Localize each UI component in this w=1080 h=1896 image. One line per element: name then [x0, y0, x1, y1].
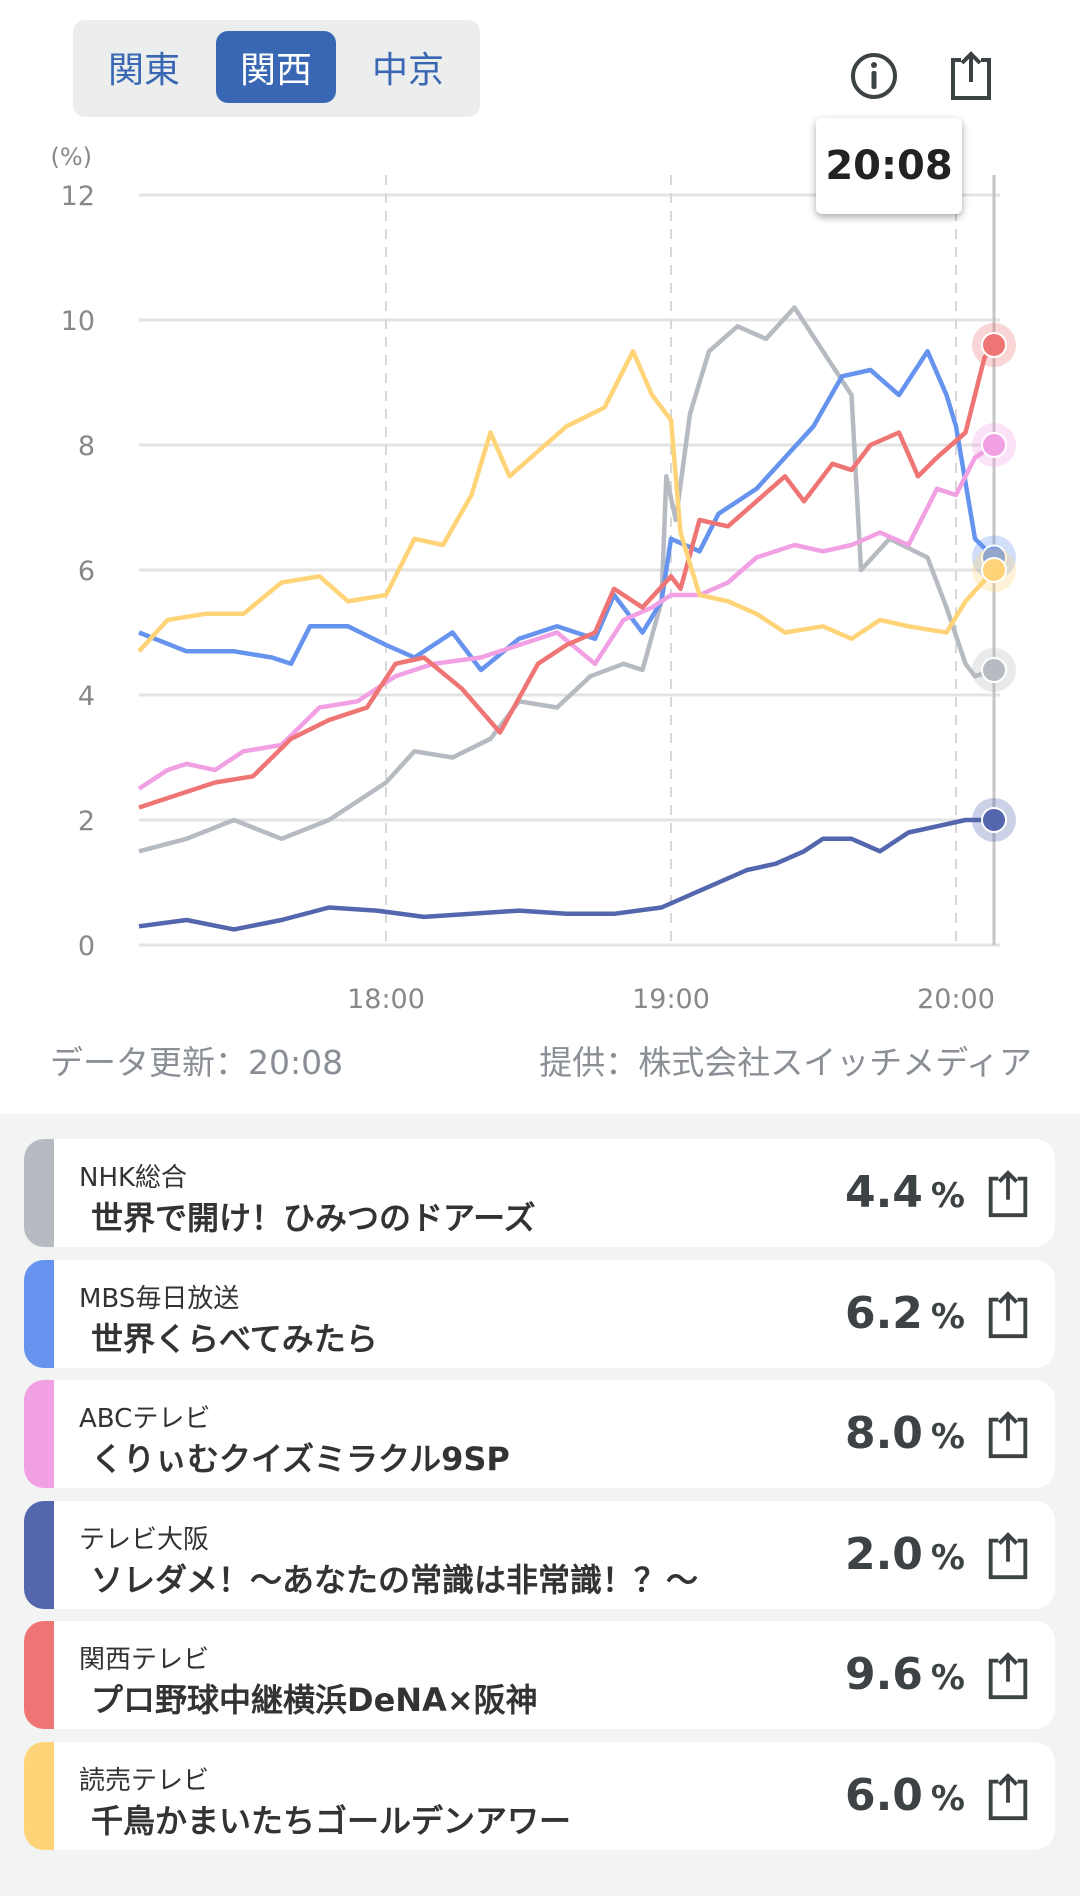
series-end-point[interactable]	[981, 432, 1007, 458]
channel-name: 関西テレビ	[79, 1645, 210, 1675]
series-end-point[interactable]	[981, 557, 1007, 583]
program-card[interactable]: MBS毎日放送 世界くらべてみたら 6.2%	[24, 1259, 1055, 1368]
y-tick-label: 0	[78, 931, 95, 962]
channel-name: NHK総合	[79, 1163, 188, 1193]
channel-color-bar	[24, 1139, 54, 1247]
program-title: ソレダメ！～あなたの常識は非常識！？～	[91, 1560, 699, 1599]
channel-color-bar	[24, 1741, 54, 1850]
y-axis-unit: (%)	[50, 143, 92, 171]
rating-number: 6.0	[844, 1769, 923, 1821]
share-icon[interactable]	[983, 1410, 1033, 1460]
series-line	[138, 817, 994, 932]
rating-number: 2.0	[844, 1528, 923, 1580]
channel-name: 読売テレビ	[79, 1765, 210, 1796]
share-icon[interactable]	[945, 50, 997, 102]
rating-unit: %	[930, 1417, 965, 1457]
share-icon[interactable]	[983, 1290, 1033, 1340]
series-end-point[interactable]	[981, 807, 1007, 833]
series-line	[137, 349, 996, 653]
tab-chukyo[interactable]: 中京	[371, 50, 444, 91]
channel-name: テレビ大阪	[79, 1524, 210, 1555]
program-card[interactable]: テレビ大阪 ソレダメ！～あなたの常識は非常識！？～ 2.0%	[24, 1500, 1055, 1609]
program-card[interactable]: 関西テレビ プロ野球中継横浜DeNA×阪神 9.6%	[24, 1621, 1055, 1729]
tab-kanto[interactable]: 関東	[107, 50, 180, 91]
program-list: NHK総合 世界で開け！ひみつのドアーズ 4.4% MBS毎日放送 世界くらべて…	[0, 1114, 1080, 1896]
data-provider: 提供：株式会社スイッチメディア	[539, 1043, 1032, 1082]
channel-name: ABCテレビ	[79, 1404, 211, 1434]
rating-unit: %	[930, 1296, 965, 1337]
program-card[interactable]: ABCテレビ くりぃむクイズミラクル9SP 8.0%	[24, 1380, 1055, 1488]
channel-color-bar	[24, 1380, 54, 1488]
channel-color-bar	[24, 1500, 54, 1609]
time-tooltip: 20:08	[816, 118, 962, 214]
rating-value: 6.0%	[845, 1770, 965, 1821]
rating-number: 9.6	[844, 1649, 923, 1700]
info-circle-icon[interactable]	[848, 50, 900, 102]
rating-unit: %	[930, 1176, 965, 1216]
series-end-point[interactable]	[981, 657, 1007, 683]
program-card[interactable]: NHK総合 世界で開け！ひみつのドアーズ 4.4%	[24, 1139, 1055, 1247]
program-card[interactable]: 読売テレビ 千鳥かまいたちゴールデンアワー 6.0%	[24, 1741, 1055, 1850]
rating-unit: %	[930, 1537, 965, 1578]
y-tick-label: 8	[78, 431, 95, 462]
tab-kansai[interactable]: 関西	[216, 31, 336, 103]
series-line	[138, 343, 996, 810]
rating-value: 8.0%	[845, 1408, 965, 1459]
rating-unit: %	[930, 1778, 965, 1819]
program-title: 世界で開け！ひみつのドアーズ	[91, 1199, 536, 1237]
series-end-point[interactable]	[981, 332, 1007, 358]
share-icon[interactable]	[983, 1169, 1033, 1219]
rating-unit: %	[930, 1658, 965, 1698]
rating-value: 6.2%	[845, 1288, 965, 1339]
series-line	[137, 443, 996, 791]
program-title: くりぃむクイズミラクル9SP	[91, 1440, 510, 1478]
x-tick-label: 18:00	[347, 984, 425, 1015]
x-tick-label: 20:00	[917, 984, 995, 1015]
rating-number: 4.4	[844, 1167, 923, 1218]
rating-chart: (%) 0 2 4 6 8 10 12 18:00 19:00 20:00	[50, 143, 1016, 1015]
channel-color-bar	[24, 1259, 54, 1368]
x-tick-label: 19:00	[632, 984, 710, 1015]
rating-number: 8.0	[844, 1408, 923, 1459]
y-tick-label: 2	[78, 806, 95, 837]
share-icon[interactable]	[983, 1772, 1033, 1822]
y-tick-label: 4	[78, 681, 95, 712]
share-icon[interactable]	[983, 1531, 1033, 1581]
rating-value: 4.4%	[845, 1167, 965, 1218]
region-tabs: 関東 関西 中京	[73, 20, 480, 117]
y-tick-label: 12	[61, 181, 95, 212]
y-tick-label: 10	[61, 306, 95, 337]
rating-number: 6.2	[844, 1287, 923, 1339]
channel-name: MBS毎日放送	[79, 1283, 240, 1314]
series-line	[138, 349, 996, 673]
share-icon[interactable]	[983, 1651, 1033, 1701]
channel-color-bar	[24, 1621, 54, 1729]
program-title: プロ野球中継横浜DeNA×阪神	[91, 1681, 538, 1719]
rating-value: 9.6%	[845, 1649, 965, 1700]
update-time: データ更新：20:08	[50, 1043, 344, 1082]
rating-value: 2.0%	[845, 1529, 965, 1580]
series-line	[138, 305, 995, 854]
program-title: 世界くらべてみたら	[91, 1319, 378, 1358]
y-tick-label: 6	[78, 556, 95, 587]
program-title: 千鳥かまいたちゴールデンアワー	[91, 1801, 572, 1840]
